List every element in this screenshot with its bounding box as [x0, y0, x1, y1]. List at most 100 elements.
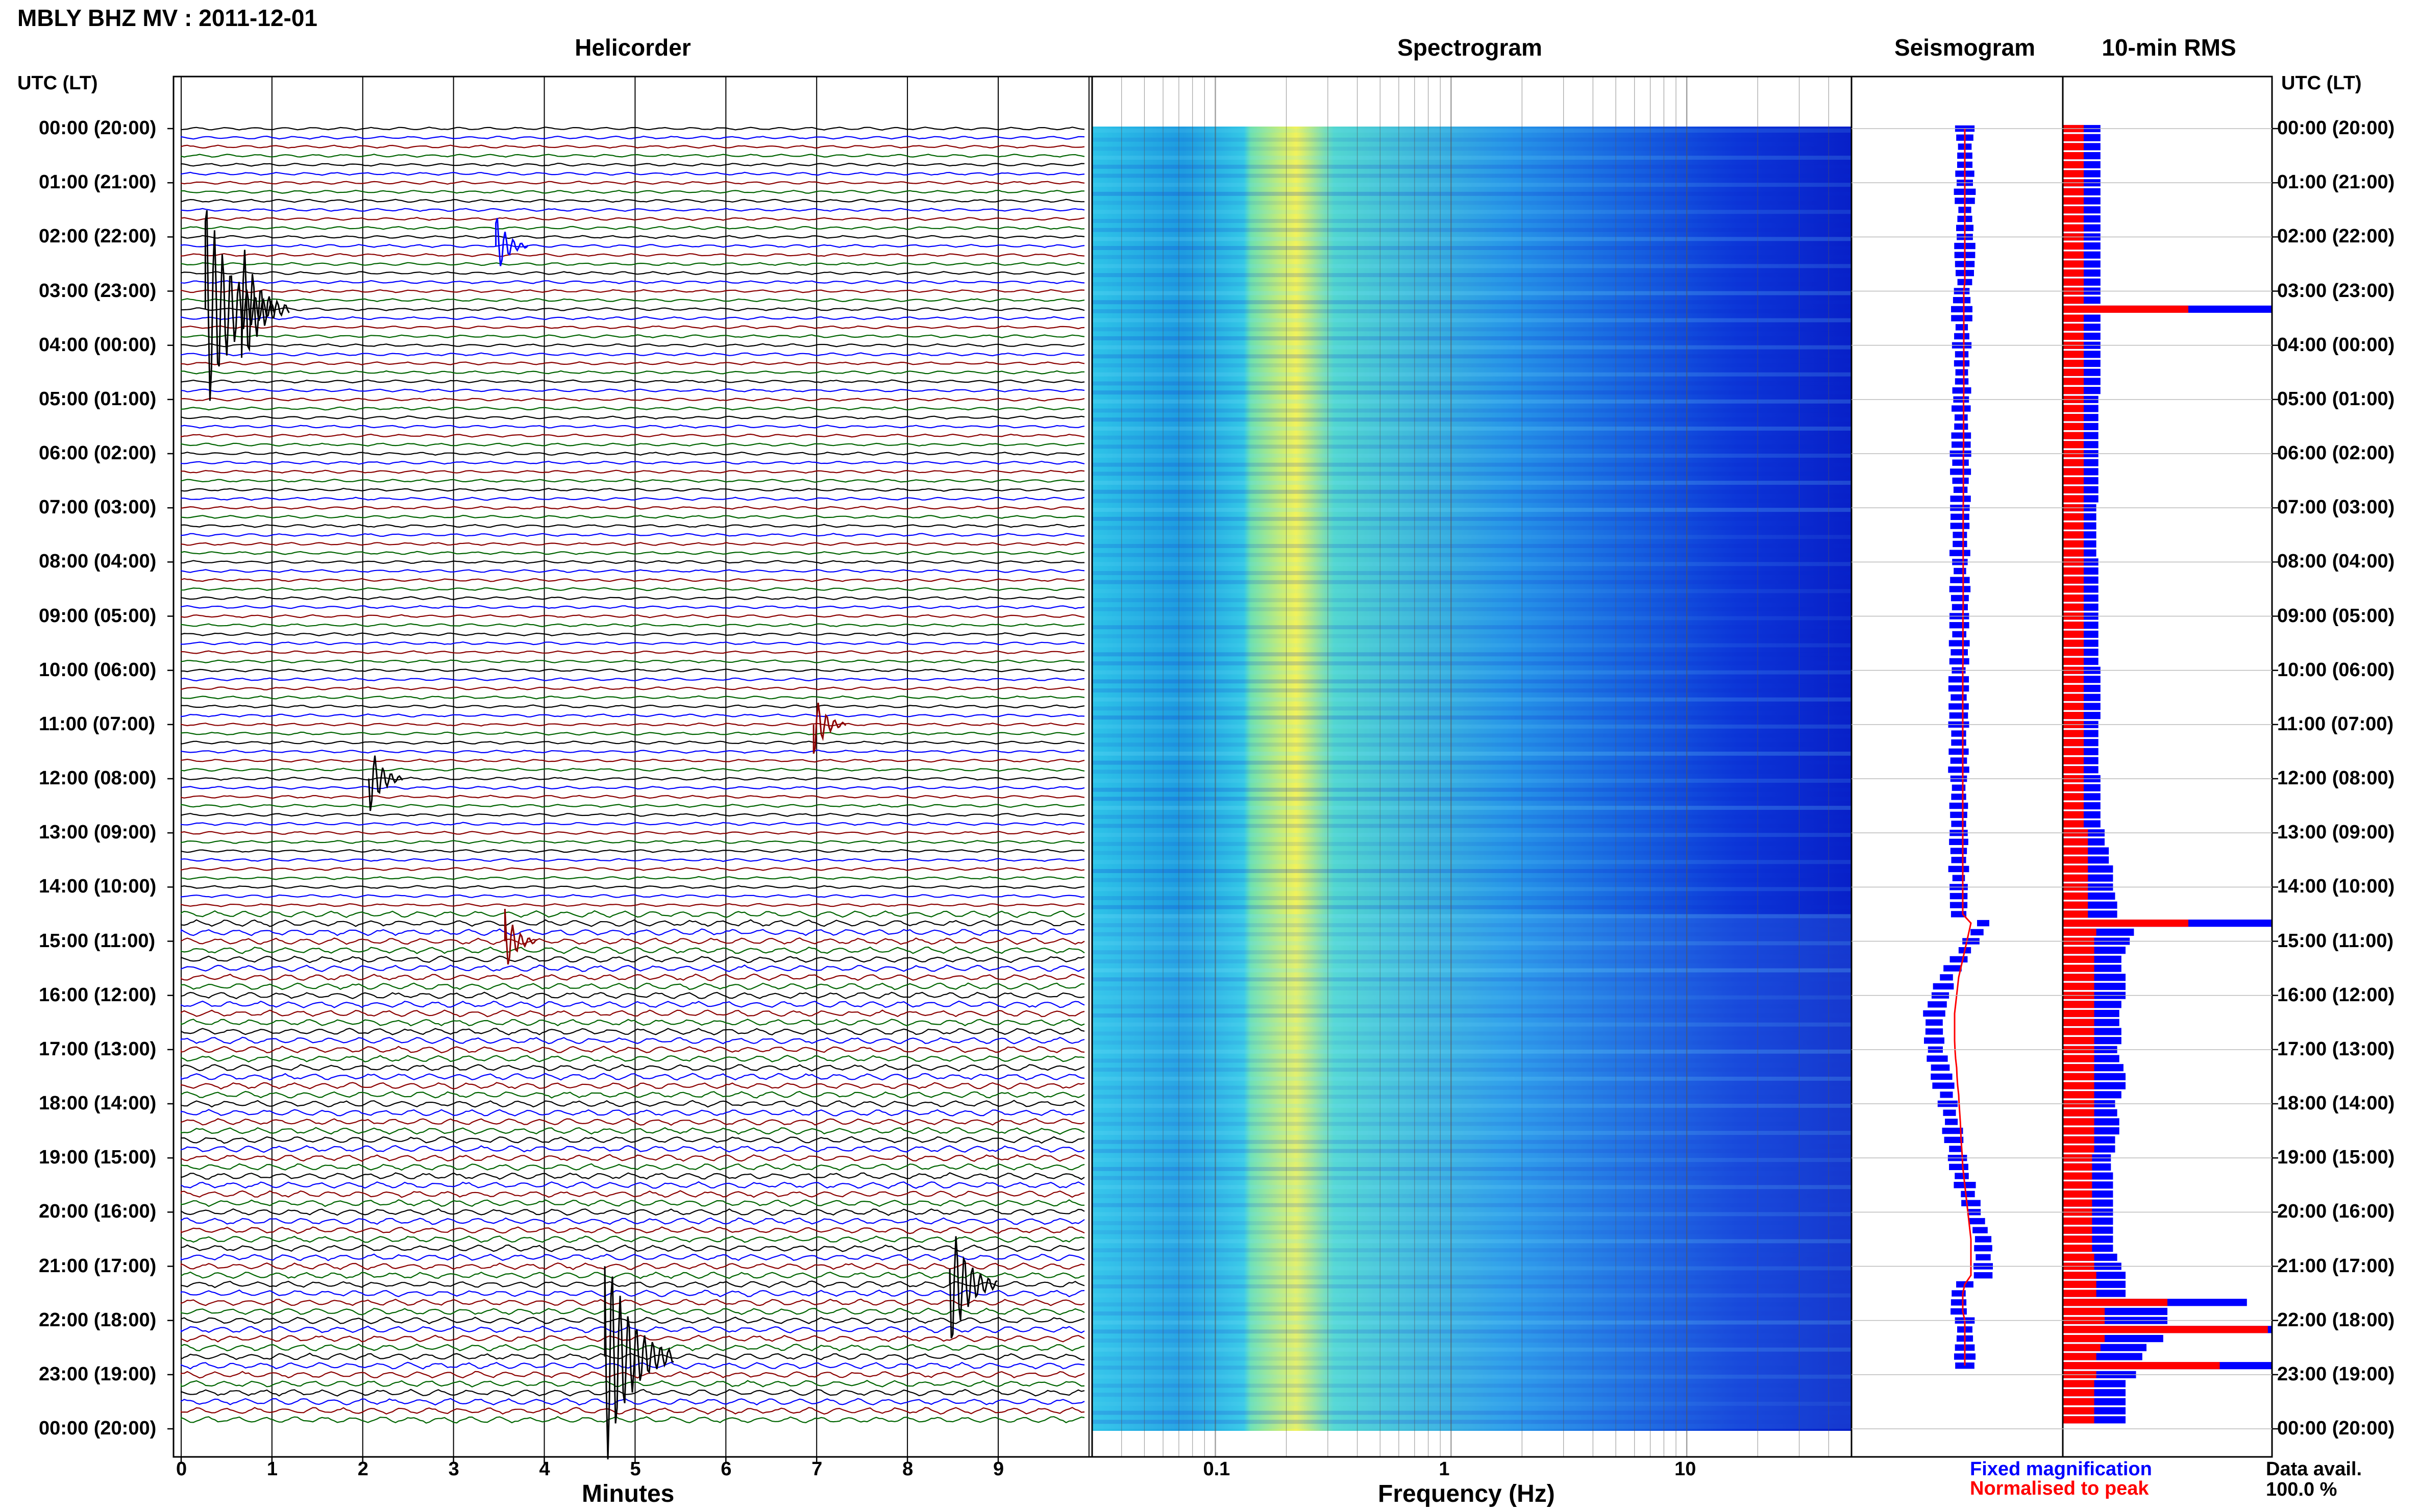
- helicorder-trace: [180, 804, 1085, 808]
- helicorder-trace: [180, 767, 1085, 772]
- helicorder-trace: [180, 415, 1085, 420]
- spectrogram-row: [1092, 833, 1852, 837]
- rms-normalised-bar: [2063, 1226, 2092, 1234]
- rms-normalised-bar: [2063, 170, 2084, 178]
- time-label-left: 10:00 (06:00): [39, 659, 157, 681]
- spectrogram-active-band: [1092, 914, 1852, 1429]
- spectrogram-row: [1092, 345, 1852, 350]
- spectrogram-row: [1092, 806, 1852, 810]
- helicorder-trace: [180, 497, 1085, 501]
- spectrogram-row: [1092, 1194, 1852, 1198]
- spectrogram-row: [1092, 1347, 1852, 1352]
- helicorder-trace: [180, 686, 1085, 691]
- spectrogram-row: [1092, 598, 1852, 603]
- rms-normalised-bar: [2063, 622, 2084, 629]
- helicorder-trace: [180, 812, 1085, 817]
- spectrogram-row: [1092, 1149, 1852, 1153]
- rms-normalised-bar: [2063, 224, 2084, 232]
- spectrogram-row: [1092, 336, 1852, 340]
- time-label-right: 03:00 (23:00): [2277, 280, 2395, 302]
- helicorder-trace: [180, 1325, 1085, 1333]
- helicorder-trace: [180, 334, 1085, 338]
- helicorder-event: [812, 703, 847, 754]
- helicorder-trace: [180, 677, 1085, 682]
- helicorder-trace: [180, 1244, 1085, 1252]
- time-label-right: 00:00 (20:00): [2277, 1418, 2395, 1439]
- helicorder-trace: [180, 325, 1085, 330]
- minute-tick-label: 5: [630, 1458, 641, 1480]
- rms-normalised-bar: [2063, 1190, 2092, 1198]
- rms-normalised-bar: [2063, 865, 2088, 873]
- rms-normalised-bar: [2063, 1334, 2105, 1343]
- rms-normalised-bar: [2063, 296, 2084, 304]
- spectrogram-row: [1092, 923, 1852, 928]
- spectrogram-row: [1092, 516, 1852, 521]
- helicorder-trace: [180, 487, 1085, 492]
- helicorder-trace: [180, 623, 1085, 628]
- rms-normalised-bar: [2063, 1073, 2094, 1080]
- spectrogram-row: [1092, 273, 1852, 278]
- rms-normalised-bar: [2063, 730, 2084, 737]
- helicorder-trace: [180, 235, 1085, 239]
- rms-normalised-bar: [2063, 1362, 2220, 1370]
- helicorder-trace: [180, 937, 1085, 945]
- helicorder-trace: [180, 1334, 1085, 1343]
- helicorder-trace: [180, 587, 1085, 591]
- helicorder-frame: [172, 76, 1093, 1458]
- minute-tick-label: 8: [902, 1458, 914, 1480]
- spectrogram-row: [1092, 661, 1852, 665]
- helicorder-trace: [180, 289, 1085, 293]
- time-label-left: 17:00 (13:00): [39, 1038, 157, 1060]
- helicorder-trace: [180, 1280, 1085, 1288]
- rms-normalised-bar: [2063, 143, 2084, 151]
- spectrogram-row: [1092, 318, 1852, 323]
- spectrogram-row: [1092, 1022, 1852, 1027]
- rms-normalised-bar: [2063, 269, 2084, 277]
- helicorder-trace: [180, 858, 1085, 862]
- spectrogram-row: [1092, 1068, 1852, 1072]
- helicorder-trace: [180, 1271, 1085, 1279]
- helicorder-trace: [180, 1027, 1085, 1036]
- time-label-left: 08:00 (04:00): [39, 551, 157, 573]
- time-label-right: 10:00 (06:00): [2277, 659, 2395, 681]
- spectrogram-row: [1092, 291, 1852, 295]
- spectrogram-row: [1092, 191, 1852, 196]
- rms-normalised-bar: [2063, 630, 2084, 638]
- rms-normalised-bar: [2063, 1001, 2094, 1008]
- helicorder-trace: [180, 135, 1085, 140]
- helicorder-trace: [180, 1352, 1085, 1360]
- helicorder-trace: [180, 919, 1085, 927]
- helicorder-trace: [181, 388, 1085, 393]
- time-label-left: 11:00 (07:00): [39, 713, 156, 735]
- helicorder-trace: [180, 1063, 1085, 1072]
- rms-normalised-bar: [2063, 522, 2084, 530]
- helicorder-trace: [180, 1019, 1085, 1027]
- rms-normalised-bar: [2063, 387, 2084, 394]
- helicorder-trace: [180, 280, 1085, 284]
- rms-normalised-bar: [2063, 1353, 2096, 1360]
- helicorder-trace: [180, 253, 1085, 257]
- helicorder-trace: [180, 1199, 1084, 1207]
- spectrogram-row: [1092, 1122, 1852, 1126]
- rms-normalised-bar: [2063, 368, 2084, 376]
- spectrogram-row: [1092, 1095, 1852, 1099]
- helicorder-trace: [180, 514, 1085, 519]
- spectrogram-row: [1092, 797, 1852, 801]
- helicorder-trace: [180, 1109, 1085, 1117]
- spectrogram-row: [1092, 1420, 1852, 1424]
- helicorder-trace: [180, 723, 1085, 727]
- time-label-left: 23:00 (19:00): [39, 1363, 157, 1385]
- rms-normalised-bar: [2063, 188, 2084, 195]
- spectrogram-row: [1092, 787, 1852, 792]
- helicorder-trace: [180, 1082, 1085, 1090]
- rms-normalised-bar: [2063, 901, 2088, 909]
- time-label-left: 04:00 (00:00): [39, 334, 157, 356]
- time-label-left: 20:00 (16:00): [39, 1201, 157, 1223]
- rms-normalised-bar: [2063, 703, 2084, 710]
- helicorder-trace: [180, 298, 1085, 303]
- rms-normalised-bar: [2063, 1389, 2094, 1397]
- spectrogram-row: [1092, 905, 1852, 909]
- rms-normalised-bar: [2063, 1199, 2092, 1207]
- spectrogram-row: [1092, 896, 1852, 900]
- spectrogram-row: [1092, 454, 1852, 458]
